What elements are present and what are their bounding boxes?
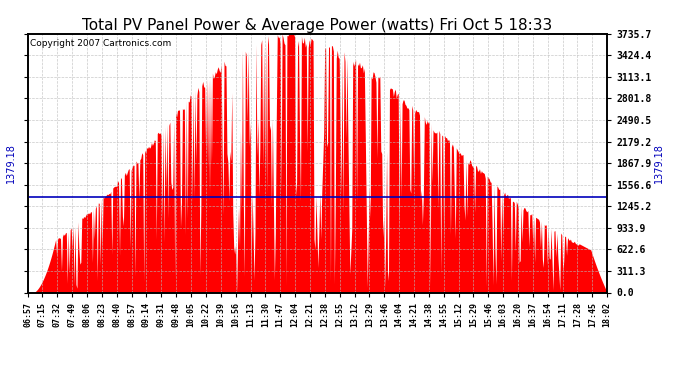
- Title: Total PV Panel Power & Average Power (watts) Fri Oct 5 18:33: Total PV Panel Power & Average Power (wa…: [82, 18, 553, 33]
- Text: Copyright 2007 Cartronics.com: Copyright 2007 Cartronics.com: [30, 39, 172, 48]
- Y-axis label: 1379.18: 1379.18: [654, 143, 664, 183]
- Y-axis label: 1379.18: 1379.18: [6, 143, 16, 183]
